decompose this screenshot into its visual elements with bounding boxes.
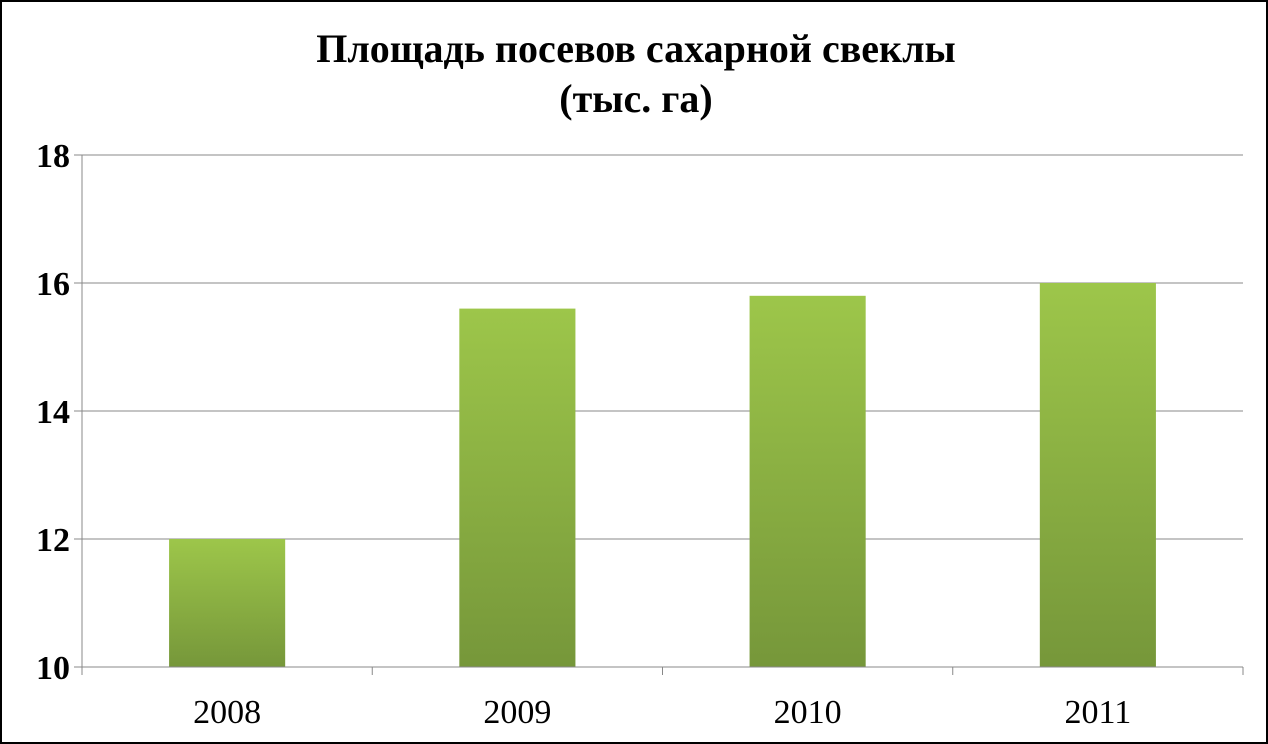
x-tick-label: 2008	[193, 694, 261, 731]
x-tick-labels: 2008 2009 2010 2011	[193, 694, 1131, 731]
y-tick-label: 18	[36, 138, 70, 175]
y-tick-labels: 10 12 14 16 18	[36, 138, 70, 687]
bar-2008	[169, 539, 286, 667]
bar-2009	[459, 308, 576, 667]
bar-2010	[749, 295, 866, 667]
x-tick-label: 2010	[774, 694, 842, 731]
chart-title-line-1: Площадь посевов сахарной свеклы	[316, 26, 956, 71]
x-tick-label: 2011	[1065, 694, 1132, 731]
y-tick-label: 16	[36, 266, 70, 303]
bars	[169, 283, 1156, 667]
bar-2011	[1039, 283, 1156, 667]
chart-title-line-2: (тыс. га)	[559, 76, 713, 121]
y-tick-label: 10	[36, 650, 70, 687]
y-tick-label: 14	[36, 394, 70, 431]
x-tick-label: 2009	[483, 694, 551, 731]
y-tick-label: 12	[36, 522, 70, 559]
chart-title: Площадь посевов сахарной свеклы (тыс. га…	[2, 24, 1268, 124]
axes	[81, 155, 1244, 675]
